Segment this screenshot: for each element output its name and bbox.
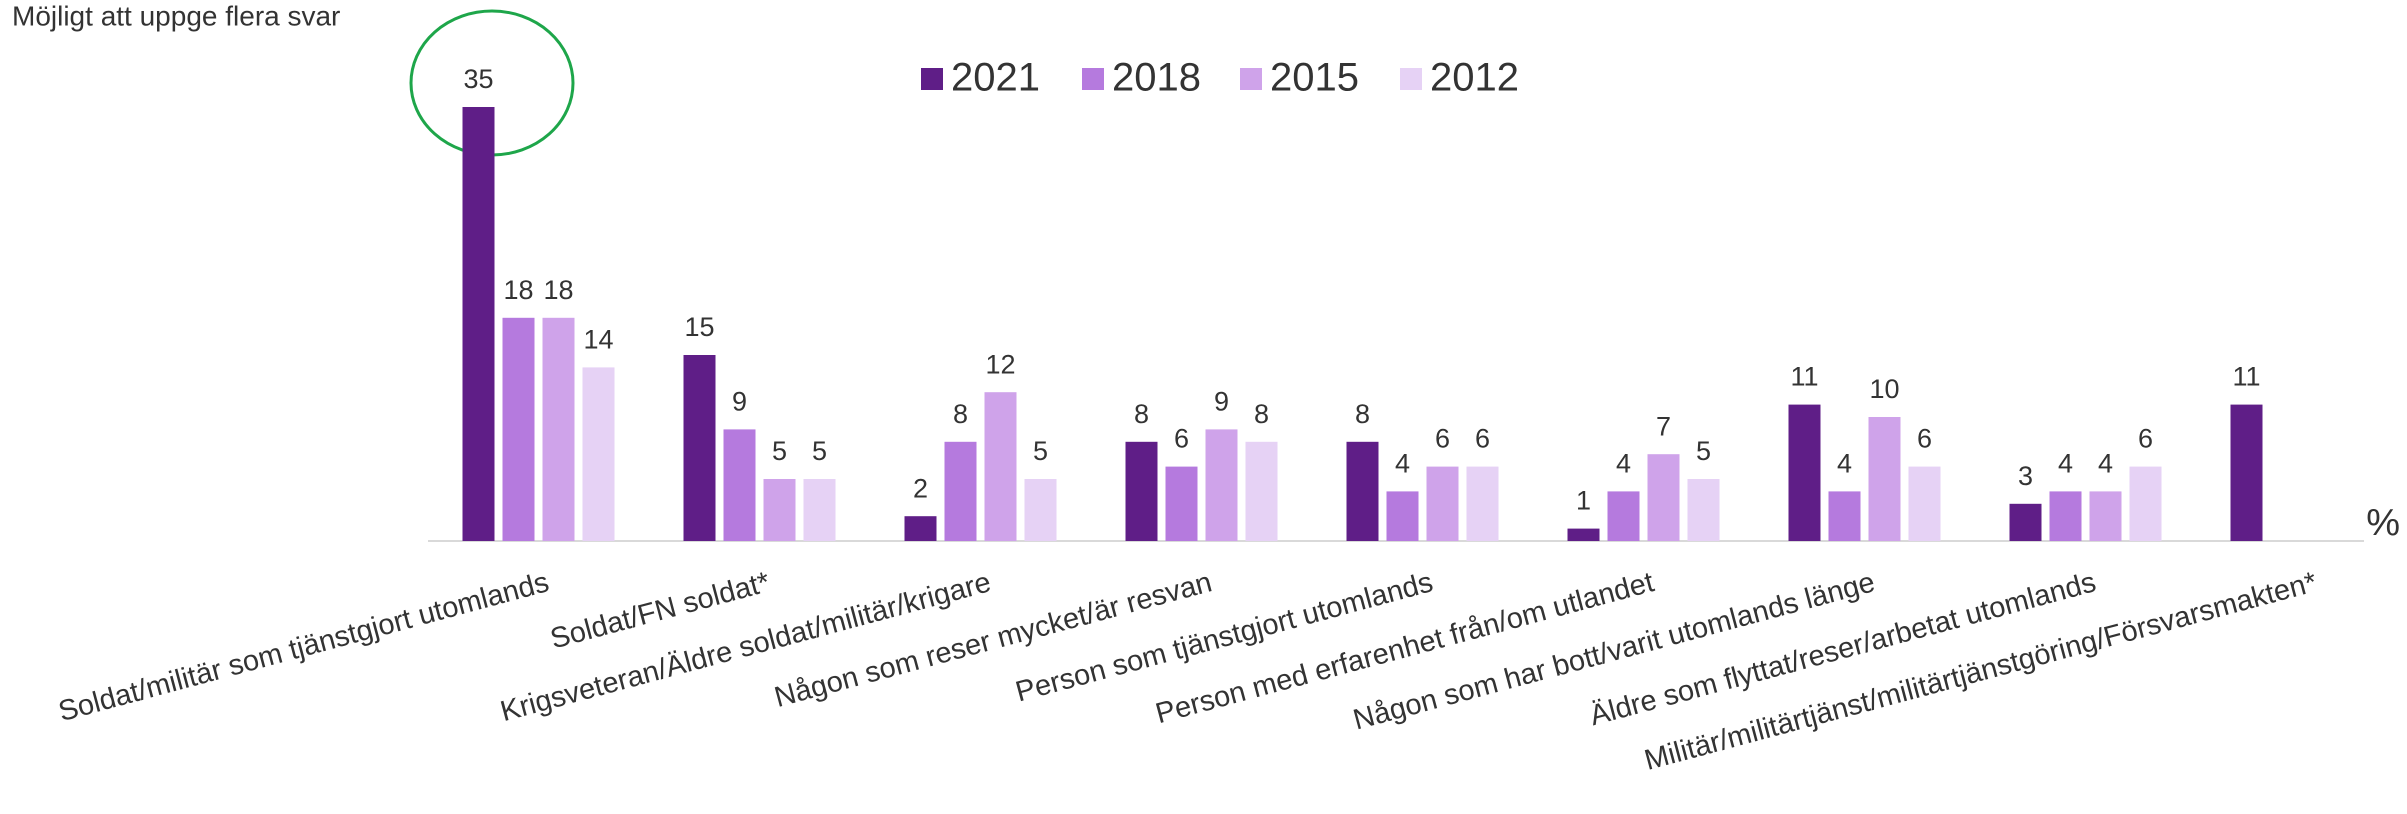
bar: [1466, 466, 1499, 541]
value-label: 9: [1214, 387, 1229, 417]
bar: [1908, 466, 1941, 541]
bar: [1647, 454, 1680, 541]
subtitle: Möjligt att uppge flera svar: [12, 0, 340, 31]
bar: [1245, 441, 1278, 541]
value-label: 8: [1254, 399, 1269, 429]
bar: [542, 317, 575, 541]
bar: [582, 367, 615, 541]
bar: [2230, 404, 2263, 541]
bar: [1386, 491, 1419, 541]
value-label: 3: [2018, 461, 2033, 491]
bar: [1426, 466, 1459, 541]
value-label: 6: [1435, 424, 1450, 454]
bar: [1346, 441, 1379, 541]
value-label: 1: [1576, 486, 1591, 516]
value-label: 4: [1395, 449, 1410, 479]
value-label: 4: [1837, 449, 1852, 479]
legend-swatch: [1400, 68, 1422, 90]
value-label: 5: [812, 436, 827, 466]
value-label: 4: [2058, 449, 2073, 479]
value-label: 8: [1134, 399, 1149, 429]
value-label: 35: [463, 64, 493, 94]
bar: [803, 479, 836, 541]
value-label: 10: [1869, 374, 1899, 404]
value-label: 5: [772, 436, 787, 466]
value-label: 12: [985, 349, 1015, 379]
bar: [1687, 479, 1720, 541]
value-label: 5: [1696, 436, 1711, 466]
legend-label: 2018: [1112, 56, 1201, 100]
bar: [1607, 491, 1640, 541]
x-tick-label: Soldat/militär som tjänstgjort utomlands: [55, 566, 552, 728]
bar: [984, 392, 1017, 541]
value-label: 11: [1790, 362, 1818, 392]
bar: [944, 441, 977, 541]
bar: [1788, 404, 1821, 541]
bar: [2009, 503, 2042, 541]
bar: [683, 355, 716, 541]
legend-label: 2015: [1270, 56, 1359, 100]
legend-label: 2012: [1430, 56, 1519, 100]
bar: [1125, 441, 1158, 541]
value-label: 6: [1174, 424, 1189, 454]
bar: [1828, 491, 1861, 541]
value-label: 14: [583, 325, 613, 355]
value-label: 4: [1616, 449, 1631, 479]
unit-label: %: [2366, 502, 2400, 544]
value-label: 18: [543, 275, 573, 305]
value-label: 6: [1917, 424, 1932, 454]
value-label: 7: [1656, 411, 1671, 441]
legend-swatch: [921, 68, 943, 90]
bar: [1024, 479, 1057, 541]
legend-swatch: [1240, 68, 1262, 90]
bar: [2129, 466, 2162, 541]
bar: [1567, 528, 1600, 541]
bar: [2089, 491, 2122, 541]
bar: [904, 516, 937, 541]
legend-label: 2021: [951, 56, 1040, 100]
value-label: 9: [732, 387, 747, 417]
bar: [1868, 417, 1901, 541]
value-label: 2: [913, 473, 928, 503]
legend-swatch: [1082, 68, 1104, 90]
value-label: 8: [1355, 399, 1370, 429]
bar: [2049, 491, 2082, 541]
value-label: 8: [953, 399, 968, 429]
bar: [462, 107, 495, 541]
bar: [763, 479, 796, 541]
value-label: 5: [1033, 436, 1048, 466]
bar: [723, 429, 756, 541]
bar: [1165, 466, 1198, 541]
value-label: 4: [2098, 449, 2113, 479]
value-label: 6: [1475, 424, 1490, 454]
value-label: 18: [503, 275, 533, 305]
value-label: 6: [2138, 424, 2153, 454]
value-label: 11: [2232, 362, 2260, 392]
bar: [502, 317, 535, 541]
value-label: 15: [684, 312, 714, 342]
bar: [1205, 429, 1238, 541]
